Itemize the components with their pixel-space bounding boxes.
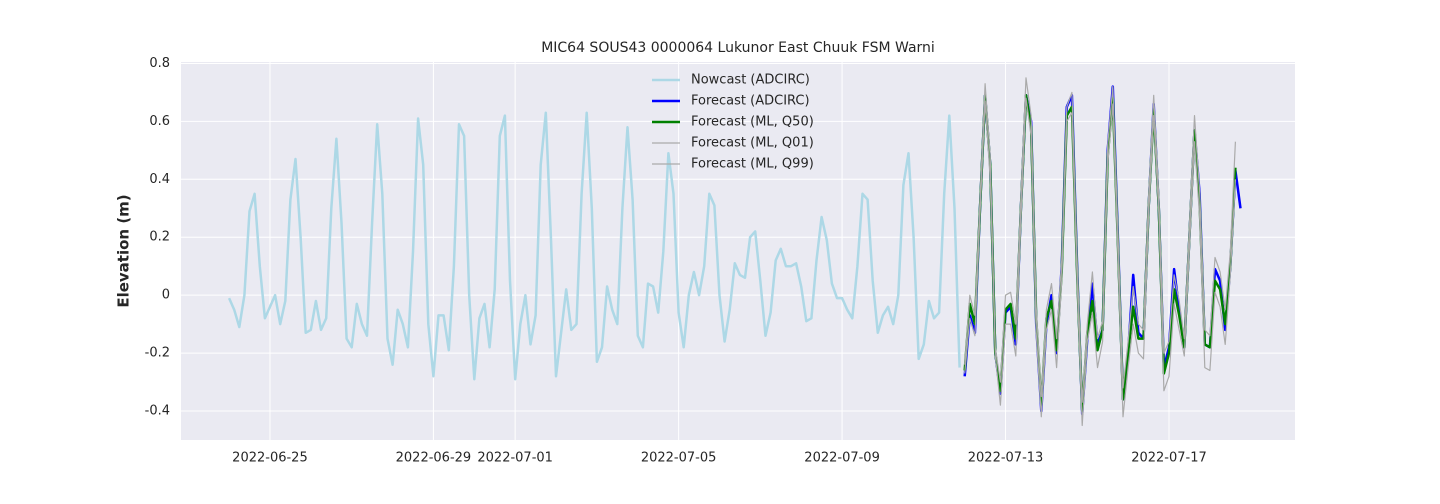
x-tick-label: 2022-07-01 [477, 451, 553, 466]
y-tick-label: 0.8 [149, 56, 170, 71]
y-tick-label: 0 [162, 288, 170, 303]
x-tick-label: 2022-07-09 [804, 451, 880, 466]
chart-title: MIC64 SOUS43 0000064 Lukunor East Chuuk … [541, 40, 935, 56]
y-tick-label: -0.2 [145, 346, 170, 361]
legend-label: Forecast (ML, Q01) [691, 136, 814, 151]
legend-label: Forecast (ML, Q50) [691, 115, 814, 130]
y-tick-label: 0.4 [149, 172, 170, 187]
series-line [227, 111, 961, 381]
y-tick-label: 0.2 [149, 230, 170, 245]
x-tick-label: 2022-06-29 [396, 451, 472, 466]
x-tick-label: 2022-07-05 [641, 451, 717, 466]
series-line [964, 97, 1236, 427]
legend-label: Forecast (ADCIRC) [691, 94, 810, 109]
x-tick-label: 2022-06-25 [232, 451, 308, 466]
y-tick-label: -0.4 [145, 404, 170, 419]
x-tick-label: 2022-07-17 [1131, 451, 1207, 466]
legend-label: Nowcast (ADCIRC) [691, 73, 810, 88]
legend-label: Forecast (ML, Q99) [691, 157, 814, 172]
x-tick-label: 2022-07-13 [968, 451, 1044, 466]
y-axis-label: Elevation (m) [115, 194, 133, 307]
y-tick-label: 0.6 [149, 114, 170, 129]
series-line [964, 77, 1236, 403]
